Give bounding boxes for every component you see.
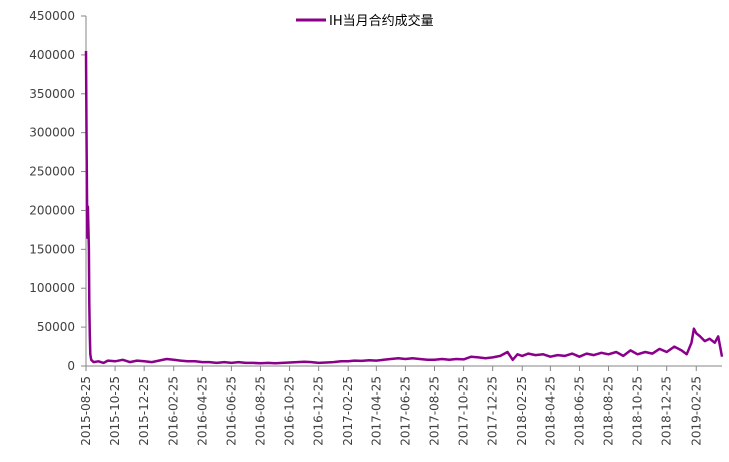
x-tick-label: 2016-08-25 — [253, 376, 267, 446]
x-tick-label: 2016-02-25 — [167, 376, 181, 446]
x-tick-label: 2017-02-25 — [341, 376, 355, 446]
y-tick-label: 0 — [67, 359, 75, 373]
x-tick-label: 2016-06-25 — [224, 376, 238, 446]
x-tick-label: 2017-12-25 — [486, 376, 500, 446]
x-tick-label: 2018-08-25 — [602, 376, 616, 446]
x-tick-label: 2016-10-25 — [283, 376, 297, 446]
x-tick-label: 2017-04-25 — [369, 376, 383, 446]
y-tick-label: 100000 — [29, 281, 75, 295]
x-tick-label: 2016-12-25 — [312, 376, 326, 446]
x-tick-label: 2019-02-25 — [689, 376, 703, 446]
y-tick-label: 400000 — [29, 48, 75, 62]
x-tick-label: 2018-10-25 — [631, 376, 645, 446]
y-tick-label: 450000 — [29, 9, 75, 23]
y-tick-label: 150000 — [29, 242, 75, 256]
series-line — [84, 50, 724, 365]
x-tick-label: 2015-08-25 — [79, 376, 93, 446]
x-tick-label: 2015-10-25 — [108, 376, 122, 446]
x-tick-label: 2016-04-25 — [195, 376, 209, 446]
x-tick-label: 2017-06-25 — [398, 376, 412, 446]
x-axis: 2015-08-25 2015-10-25 2015-12-25 2016-02-25… — [79, 365, 722, 446]
y-tick-label: 300000 — [29, 126, 75, 140]
y-tick-label: 350000 — [29, 87, 75, 101]
x-tick-label: 2015-12-25 — [137, 376, 151, 446]
x-tick-label: 2017-08-25 — [428, 376, 442, 446]
x-tick-label: 2018-02-25 — [515, 376, 529, 446]
x-tick-label: 2018-04-25 — [543, 376, 557, 446]
x-tick-label: 2018-12-25 — [660, 376, 674, 446]
x-tick-label: 2017-10-25 — [457, 376, 471, 446]
y-tick-label: 50000 — [37, 320, 75, 334]
series-layer — [84, 50, 724, 365]
x-tick-label: 2018-06-25 — [572, 376, 586, 446]
y-tick-label: 250000 — [29, 165, 75, 179]
y-axis: 0 50000 100000 150000 200000 250000 300000 3500… — [29, 9, 87, 373]
legend-label: IH当月合约成交量 — [329, 13, 434, 29]
y-tick-label: 200000 — [29, 203, 75, 217]
legend: IH当月合约成交量 — [296, 13, 434, 29]
